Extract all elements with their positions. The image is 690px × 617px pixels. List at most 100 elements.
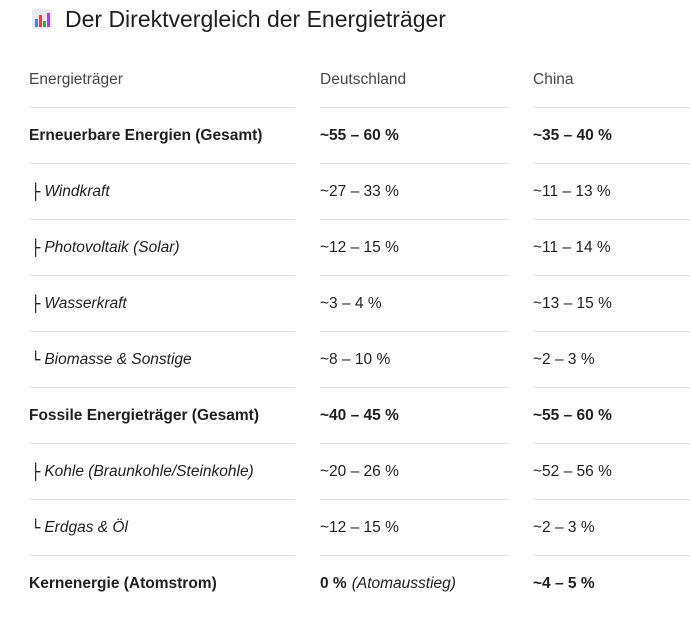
china-share-cell: ~55 – 60 % <box>533 388 690 444</box>
table-row: ├ Windkraft ~27 – 33 % ~11 – 13 % <box>0 164 690 220</box>
bar-chart-icon <box>32 9 52 29</box>
germany-share-value: ~12 – 15 % <box>320 519 399 536</box>
germany-share-value: ~20 – 26 % <box>320 463 399 480</box>
bar-chart-icon-bar <box>39 15 42 27</box>
germany-share-value: 0 % <box>320 575 347 592</box>
page-title: Der Direktvergleich der Energieträger <box>65 5 446 32</box>
row-divider <box>320 555 508 556</box>
row-divider <box>533 275 690 276</box>
energy-source-label: Erneuerbare Energien (Gesamt) <box>29 127 263 144</box>
china-share-value: ~52 – 56 % <box>533 463 612 480</box>
germany-share-cell: ~12 – 15 % <box>320 500 508 556</box>
china-share-cell: ~2 – 3 % <box>533 332 690 388</box>
row-divider <box>533 331 690 332</box>
germany-share-value: ~3 – 4 % <box>320 295 382 312</box>
china-share-cell: ~13 – 15 % <box>533 276 690 332</box>
china-share-value: ~11 – 13 % <box>533 183 611 200</box>
row-divider <box>533 219 690 220</box>
table-row: Erneuerbare Energien (Gesamt) ~55 – 60 % ~… <box>0 108 690 164</box>
row-divider <box>533 443 690 444</box>
china-share-value: ~11 – 14 % <box>533 239 611 256</box>
tree-branch-glyph: ├ <box>31 239 41 257</box>
tree-branch-glyph: └ <box>31 519 41 537</box>
row-divider <box>29 163 295 164</box>
tree-branch-glyph: ├ <box>31 183 41 201</box>
column-header-germany: Deutschland <box>320 71 407 88</box>
tree-branch-glyph: ├ <box>31 295 41 313</box>
bar-chart-icon-bar <box>47 13 50 27</box>
row-divider <box>29 387 295 388</box>
germany-share-value: ~55 – 60 % <box>320 127 399 144</box>
china-share-value: ~35 – 40 % <box>533 127 612 144</box>
row-divider <box>29 443 295 444</box>
energy-source-label: Fossile Energieträger (Gesamt) <box>29 407 259 424</box>
germany-share-cell: 0 % (Atomausstieg) <box>320 556 508 612</box>
china-share-value: ~4 – 5 % <box>533 575 595 592</box>
row-divider <box>320 219 508 220</box>
germany-share-value: ~40 – 45 % <box>320 407 399 424</box>
energy-source-cell: └ Erdgas & Öl <box>29 500 295 556</box>
row-divider <box>29 331 295 332</box>
row-divider <box>533 499 690 500</box>
energy-source-label: Kernenergie (Atomstrom) <box>29 575 217 592</box>
tree-branch-glyph: └ <box>31 351 41 369</box>
china-share-value: ~2 – 3 % <box>533 351 595 368</box>
row-divider <box>29 275 295 276</box>
table-row: └ Erdgas & Öl ~12 – 15 % ~2 – 3 % <box>0 500 690 556</box>
table-row: ├ Kohle (Braunkohle/Steinkohle) ~20 – 26 %… <box>0 444 690 500</box>
germany-share-cell: ~3 – 4 % <box>320 276 508 332</box>
germany-share-value: ~12 – 15 % <box>320 239 399 256</box>
energy-source-label: Windkraft <box>44 183 110 200</box>
energy-source-cell: ├ Kohle (Braunkohle/Steinkohle) <box>29 444 295 500</box>
china-share-cell: ~2 – 3 % <box>533 500 690 556</box>
row-divider <box>533 163 690 164</box>
table-row: ├ Photovoltaik (Solar) ~12 – 15 % ~11 – 14 … <box>0 220 690 276</box>
energy-source-cell: └ Biomasse & Sonstige <box>29 332 295 388</box>
tree-branch-glyph: ├ <box>31 463 41 481</box>
row-divider <box>533 107 690 108</box>
table-row: Fossile Energieträger (Gesamt) ~40 – 45 %… <box>0 388 690 444</box>
energy-source-cell: Kernenergie (Atomstrom) <box>29 556 295 612</box>
energy-source-cell: ├ Windkraft <box>29 164 295 220</box>
column-header-energy-source: Energieträger <box>29 71 123 88</box>
china-share-cell: ~11 – 14 % <box>533 220 690 276</box>
table-row: ├ Wasserkraft ~3 – 4 % ~13 – 15 % <box>0 276 690 332</box>
row-divider <box>320 163 508 164</box>
china-share-value: ~55 – 60 % <box>533 407 612 424</box>
germany-share-cell: ~20 – 26 % <box>320 444 508 500</box>
row-divider <box>320 107 508 108</box>
germany-share-cell: ~55 – 60 % <box>320 108 508 164</box>
table-row: └ Biomasse & Sonstige ~8 – 10 % ~2 – 3 % <box>0 332 690 388</box>
energy-source-label: Wasserkraft <box>44 295 127 312</box>
row-divider <box>320 443 508 444</box>
row-divider <box>320 275 508 276</box>
energy-source-label: Biomasse & Sonstige <box>44 351 192 368</box>
germany-share-cell: ~27 – 33 % <box>320 164 508 220</box>
table-body: Erneuerbare Energien (Gesamt) ~55 – 60 % ~… <box>0 108 690 612</box>
bar-chart-icon-bar <box>35 19 38 27</box>
energy-source-label: Photovoltaik (Solar) <box>44 239 180 256</box>
germany-share-cell: ~40 – 45 % <box>320 388 508 444</box>
row-divider <box>320 387 508 388</box>
germany-share-value: ~8 – 10 % <box>320 351 391 368</box>
china-share-cell: ~4 – 5 % <box>533 556 690 612</box>
row-divider <box>320 331 508 332</box>
energy-source-cell: Fossile Energieträger (Gesamt) <box>29 388 295 444</box>
row-divider <box>29 555 295 556</box>
china-share-value: ~2 – 3 % <box>533 519 595 536</box>
row-divider <box>29 219 295 220</box>
row-divider <box>533 555 690 556</box>
china-share-cell: ~52 – 56 % <box>533 444 690 500</box>
row-divider <box>320 499 508 500</box>
energy-source-label: Erdgas & Öl <box>44 519 128 536</box>
germany-share-cell: ~12 – 15 % <box>320 220 508 276</box>
energy-source-label: Kohle (Braunkohle/Steinkohle) <box>44 463 254 480</box>
table-header-row: Energieträger Deutschland China <box>0 52 690 108</box>
china-share-cell: ~35 – 40 % <box>533 108 690 164</box>
energy-source-cell: ├ Wasserkraft <box>29 276 295 332</box>
page-heading: Der Direktvergleich der Energieträger <box>31 4 446 34</box>
germany-share-cell: ~8 – 10 % <box>320 332 508 388</box>
row-divider <box>29 107 295 108</box>
table-row: Kernenergie (Atomstrom) 0 % (Atomausstieg)… <box>0 556 690 612</box>
row-divider <box>533 387 690 388</box>
